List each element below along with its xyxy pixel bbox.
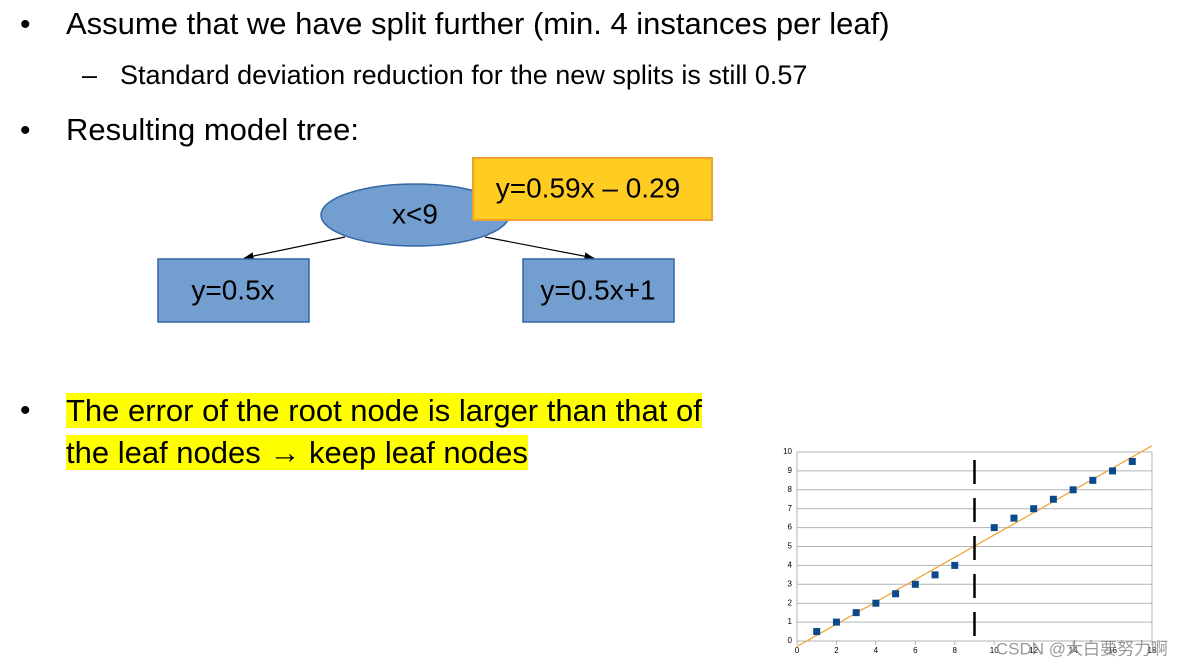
leaf-label: y=0.5x+1 [540, 274, 655, 305]
bullet-dot: • [20, 8, 31, 41]
point [872, 599, 880, 607]
point [911, 580, 919, 588]
point [892, 590, 900, 598]
y-tick-label: 0 [788, 636, 793, 645]
point [1109, 467, 1117, 475]
sub-dash: – [82, 60, 98, 90]
bullet-text: Resulting model tree: [66, 112, 359, 147]
tree-edge [243, 236, 346, 260]
point [990, 524, 998, 532]
bullet-text: Assume that we have split further (min. … [66, 6, 890, 41]
y-tick-label: 9 [788, 466, 793, 475]
point [813, 628, 821, 636]
x-tick-label: 10 [990, 646, 999, 655]
point [1049, 495, 1057, 503]
tree-edge [484, 236, 595, 260]
x-tick-label: 0 [795, 646, 800, 655]
y-tick-label: 7 [788, 504, 793, 513]
point [1128, 457, 1136, 465]
highlight-text: The error of the root node is larger tha… [66, 390, 706, 474]
x-tick-label: 6 [913, 646, 918, 655]
x-tick-label: 16 [1108, 646, 1117, 655]
root-model-box [472, 157, 713, 221]
x-tick-label: 4 [874, 646, 879, 655]
y-tick-label: 6 [788, 523, 793, 532]
watermark: CSDN @大白要努力啊 [996, 639, 1168, 658]
x-tick-label: 14 [1069, 646, 1078, 655]
point [852, 609, 860, 617]
root-model-label: y=0.59x – 0.29 [496, 172, 680, 203]
point [1069, 486, 1077, 494]
y-tick-label: 5 [788, 542, 793, 551]
point [931, 571, 939, 579]
y-tick-label: 2 [788, 598, 793, 607]
y-tick-label: 10 [783, 447, 792, 456]
point [1030, 505, 1038, 513]
point [832, 618, 840, 626]
point [951, 561, 959, 569]
point [1010, 514, 1018, 522]
x-tick-label: 2 [834, 646, 839, 655]
bullet-dot: • [20, 114, 31, 147]
leaf-label: y=0.5x [191, 274, 274, 305]
y-tick-label: 8 [788, 485, 793, 494]
bullet-dot: • [20, 394, 31, 427]
x-tick-label: 12 [1029, 646, 1038, 655]
y-tick-label: 3 [788, 579, 793, 588]
x-tick-label: 18 [1148, 646, 1157, 655]
root-label: x<9 [392, 198, 438, 229]
point [1089, 476, 1097, 484]
sub-bullet-text: Standard deviation reduction for the new… [120, 60, 808, 90]
y-tick-label: 4 [788, 561, 793, 570]
leaf-node [157, 258, 310, 323]
leaf-node [522, 258, 675, 323]
x-tick-label: 8 [953, 646, 958, 655]
y-tick-label: 1 [788, 617, 793, 626]
